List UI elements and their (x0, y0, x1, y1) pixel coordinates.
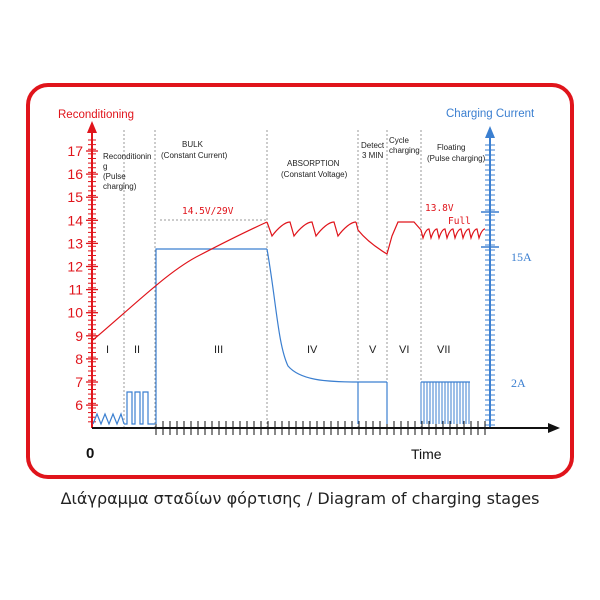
voltage-curve-detect-cycle (355, 221, 422, 255)
time-axis-label: Time (411, 446, 442, 462)
stage-1-label-line: g (103, 162, 107, 171)
stage-5-label-line: 3 MIN (362, 151, 384, 160)
voltage-tick-label: 14 (67, 212, 83, 228)
voltage-tick-label: 11 (68, 282, 83, 298)
current-axis-arrow (485, 126, 495, 138)
voltage-tick-label: 16 (67, 166, 83, 182)
stage-1-label-line: charging) (103, 182, 137, 191)
stage-3-label-line: (Constant Current) (161, 151, 228, 160)
voltage-curve-float-ripple (420, 228, 486, 241)
float-ripple-path (420, 228, 486, 241)
voltage-tick-label: 13 (67, 235, 83, 251)
stage-separators (123, 130, 422, 428)
current-curve-bulk (155, 248, 267, 424)
voltage-axis: 17 16 15 14 13 12 11 10 9 8 7 6 (67, 121, 98, 428)
stage-numeral-3: III (214, 344, 223, 356)
voltage-curve-bulk (92, 221, 268, 341)
voltage-axis-arrow (87, 121, 97, 133)
stage-7-label-line: Floating (437, 143, 465, 152)
stage-numeral-5: V (369, 344, 377, 356)
stage-labels: Reconditionin g (Pulse charging) BULK (C… (103, 136, 486, 191)
stage-1-label-line: (Pulse (103, 172, 126, 181)
current-label-15a: 15A (511, 250, 532, 264)
voltage-tick-label: 8 (75, 351, 83, 367)
voltage-tick-label: 9 (75, 328, 83, 344)
stage-numeral-4: IV (307, 344, 318, 356)
current-curve (92, 248, 470, 426)
stage-6-label-line: Cycle (389, 136, 410, 145)
stage-numerals: I II III IV V VI VII (106, 344, 450, 356)
time-axis-arrow (548, 423, 560, 433)
current-axis (481, 126, 499, 428)
voltage-curve-absorption (266, 221, 357, 238)
stage-7-label-line: (Pulse charging) (427, 154, 486, 163)
stage-4-label-line: ABSORPTION (287, 159, 340, 168)
current-curve-float-pulses (420, 382, 470, 424)
voltage-tick-label: 12 (67, 259, 83, 275)
caption: Διάγραμμα σταδίων φόρτισης / Diagram of … (60, 489, 540, 508)
stage-6-label-line: charging (389, 146, 420, 155)
voltage-tick-label: 17 (67, 143, 83, 159)
stage-numeral-6: VI (399, 344, 409, 356)
current-curve-stage-2-pulses (124, 391, 155, 425)
voltage-tick-label: 10 (67, 305, 83, 321)
origin-label: 0 (86, 445, 94, 462)
current-label-2a: 2A (511, 376, 526, 390)
stage-5-label-line: Detect (361, 141, 385, 150)
stage-1-label-line: Reconditionin (103, 152, 151, 161)
current-curve-detect (357, 382, 388, 424)
stage-numeral-2: II (134, 344, 140, 356)
stage-numeral-1: I (106, 344, 109, 356)
diagram-frame (26, 83, 574, 479)
voltage-curve (92, 221, 486, 341)
right-axis-title: Charging Current (446, 108, 535, 120)
stage-numeral-7: VII (437, 344, 450, 356)
stage-4-label-line: (Constant Voltage) (281, 170, 348, 179)
full-annotation: Full (448, 216, 471, 227)
voltage-tick-label: 6 (75, 397, 83, 413)
bulk-voltage-annotation: 14.5V/29V (182, 206, 234, 217)
left-axis-title: Reconditioning (58, 109, 134, 121)
current-curve-absorption (266, 248, 387, 383)
voltage-tick-label: 7 (75, 374, 83, 390)
float-voltage-annotation: 13.8V (425, 203, 454, 214)
current-curve-stage-1-pulses (92, 412, 125, 426)
time-axis (92, 421, 560, 435)
stage-3-label-line: BULK (182, 140, 204, 149)
voltage-tick-label: 15 (67, 189, 83, 205)
